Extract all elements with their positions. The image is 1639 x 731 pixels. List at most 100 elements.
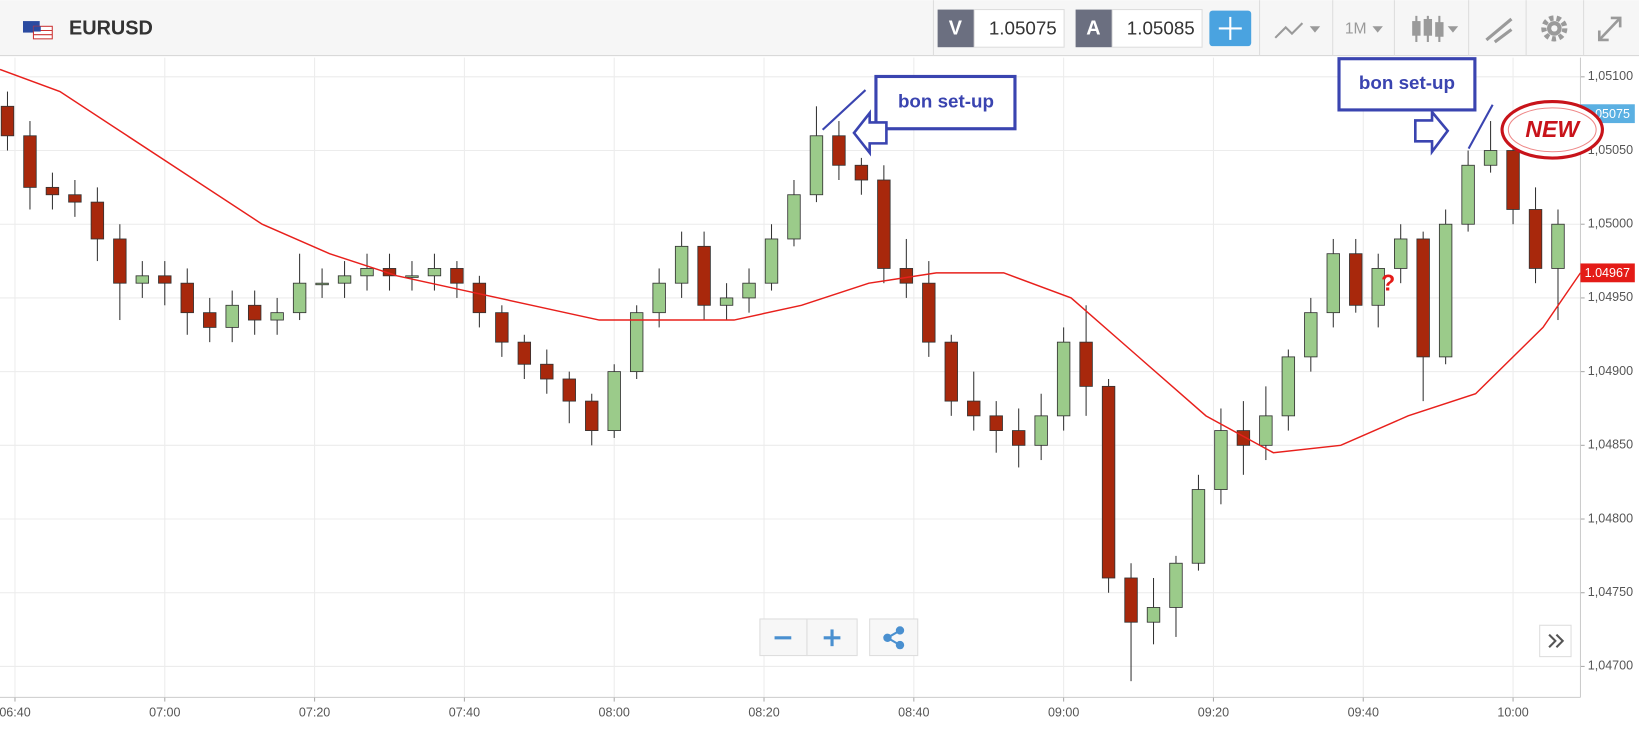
candle-body	[854, 164, 869, 181]
draw-tool-button[interactable]	[1485, 17, 1513, 44]
candle-body	[382, 268, 397, 277]
candle-body	[944, 341, 958, 402]
x-tick-label: 07:20	[299, 705, 330, 719]
x-tick-label: 08:20	[748, 705, 779, 719]
candle-body	[1124, 577, 1138, 623]
plot	[0, 68, 1582, 682]
x-tick-label: 06:40	[0, 705, 31, 719]
price-tag	[1580, 263, 1635, 283]
buy-price-box[interactable]	[1111, 9, 1203, 48]
candle-body	[0, 105, 15, 137]
y-tick-label: 1,04700	[1588, 659, 1633, 673]
buy-label: A	[1086, 18, 1100, 40]
sell-price-box[interactable]	[973, 9, 1065, 48]
settings-button[interactable]	[1541, 15, 1568, 42]
candle-body	[23, 135, 37, 188]
x-tick-label: 08:00	[599, 705, 630, 719]
candle-body	[1416, 238, 1430, 358]
candle-body	[742, 282, 756, 299]
x-tick-label: 10:00	[1497, 705, 1528, 719]
candle-body	[652, 282, 666, 314]
x-tick-label: 09:00	[1048, 705, 1079, 719]
candle-body	[427, 268, 442, 277]
candle-body	[337, 275, 352, 284]
candle-body	[562, 378, 576, 402]
candle-body	[158, 275, 172, 284]
crosshair-button[interactable]	[1209, 10, 1252, 47]
candle-body	[180, 282, 194, 314]
sell-price: 1.05075	[989, 17, 1057, 38]
new-badge: NEW	[1500, 99, 1604, 160]
price-tag-label: 1.04967	[1585, 266, 1630, 280]
toolbar-dividers	[1259, 0, 1585, 56]
candle-body	[68, 194, 82, 203]
timeframe-caret	[1372, 26, 1383, 33]
y-tick-label: 1,05000	[1588, 217, 1633, 231]
candle-body	[989, 415, 1003, 432]
zoom-out-button[interactable]	[759, 618, 808, 657]
candle-body	[1438, 223, 1453, 358]
buy-button[interactable]	[1075, 9, 1113, 48]
annotation-left: bon set-up	[821, 74, 1017, 157]
y-tick-label: 1,04900	[1588, 364, 1633, 378]
candle-body	[1304, 312, 1318, 358]
candle-body	[1528, 209, 1543, 269]
candle-body	[607, 371, 621, 432]
candle-body	[1011, 430, 1026, 446]
x-tick-label: 09:20	[1198, 705, 1229, 719]
y-tick-label: 1,04850	[1588, 438, 1633, 452]
candle-body	[832, 135, 846, 166]
scroll-end-button[interactable]	[1539, 624, 1572, 658]
candle-body	[1214, 430, 1228, 490]
candle-body	[1281, 356, 1296, 417]
zoom-in-button[interactable]	[806, 618, 858, 657]
share-button[interactable]	[869, 618, 919, 657]
fullscreen-button[interactable]	[1597, 16, 1622, 42]
candle-body	[1034, 415, 1048, 446]
flag-icon	[22, 21, 53, 40]
candle-body	[1551, 223, 1565, 269]
candle-body	[495, 312, 509, 343]
x-tick-label: 08:40	[898, 705, 929, 719]
candle-body	[113, 238, 127, 284]
y-tick-label: 1,05100	[1588, 69, 1633, 83]
timeframe[interactable]: 1M	[1345, 21, 1367, 38]
candle-body	[1483, 150, 1498, 166]
candle-body	[719, 297, 734, 306]
candle-body	[1191, 489, 1206, 564]
candle-body	[135, 275, 150, 284]
x-tick-label: 07:00	[149, 705, 180, 719]
grid: 1,05100 1,05050 1,05000 1,04950 1,04900 1,048…	[0, 57, 1633, 719]
candle-body	[315, 282, 329, 286]
candle-body	[629, 312, 644, 373]
candle-body	[899, 268, 914, 284]
candle-body	[450, 268, 464, 284]
candle-body	[405, 275, 419, 278]
candle-body	[674, 245, 689, 284]
candle-body	[517, 341, 532, 365]
candle-type-button[interactable]	[1412, 15, 1459, 42]
candle-body	[967, 400, 981, 417]
candle-body	[1101, 385, 1116, 579]
y-tick-label: 1,04800	[1588, 511, 1633, 525]
chart-type-button[interactable]	[1274, 22, 1321, 39]
candle-body	[1371, 268, 1385, 306]
candle-body	[1079, 341, 1093, 387]
y-tick-label: 1,05050	[1588, 143, 1633, 157]
candle-body	[1326, 253, 1340, 314]
toolbar	[0, 0, 1639, 56]
candle-body	[1506, 150, 1520, 210]
candle-body	[809, 135, 824, 196]
candle-body	[1349, 253, 1363, 306]
x-tick-label: 09:40	[1348, 705, 1379, 719]
candle-body	[270, 312, 284, 321]
moving-average	[0, 68, 1582, 454]
candle-body	[203, 312, 217, 328]
candle-body	[585, 400, 599, 432]
sell-label: V	[949, 18, 963, 40]
candle-body	[292, 282, 307, 314]
sell-button[interactable]	[937, 9, 975, 48]
annotation-text: bon set-up	[1359, 72, 1455, 93]
